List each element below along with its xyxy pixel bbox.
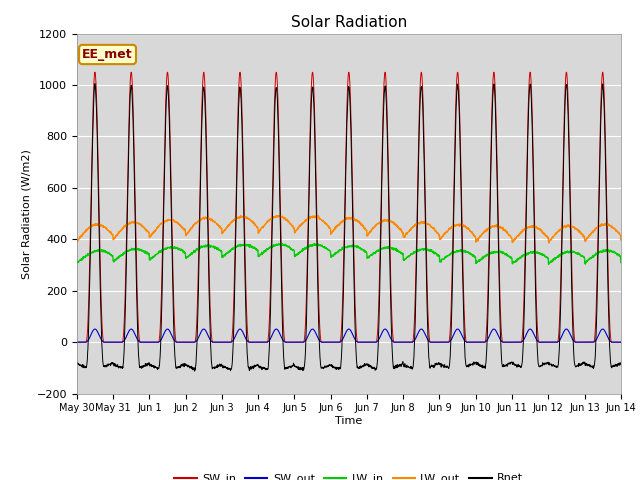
Title: Solar Radiation: Solar Radiation xyxy=(291,15,407,30)
Text: EE_met: EE_met xyxy=(82,48,133,61)
Y-axis label: Solar Radiation (W/m2): Solar Radiation (W/m2) xyxy=(21,149,31,278)
Legend: SW_in, SW_out, LW_in, LW_out, Rnet: SW_in, SW_out, LW_in, LW_out, Rnet xyxy=(170,469,527,480)
X-axis label: Time: Time xyxy=(335,416,362,426)
